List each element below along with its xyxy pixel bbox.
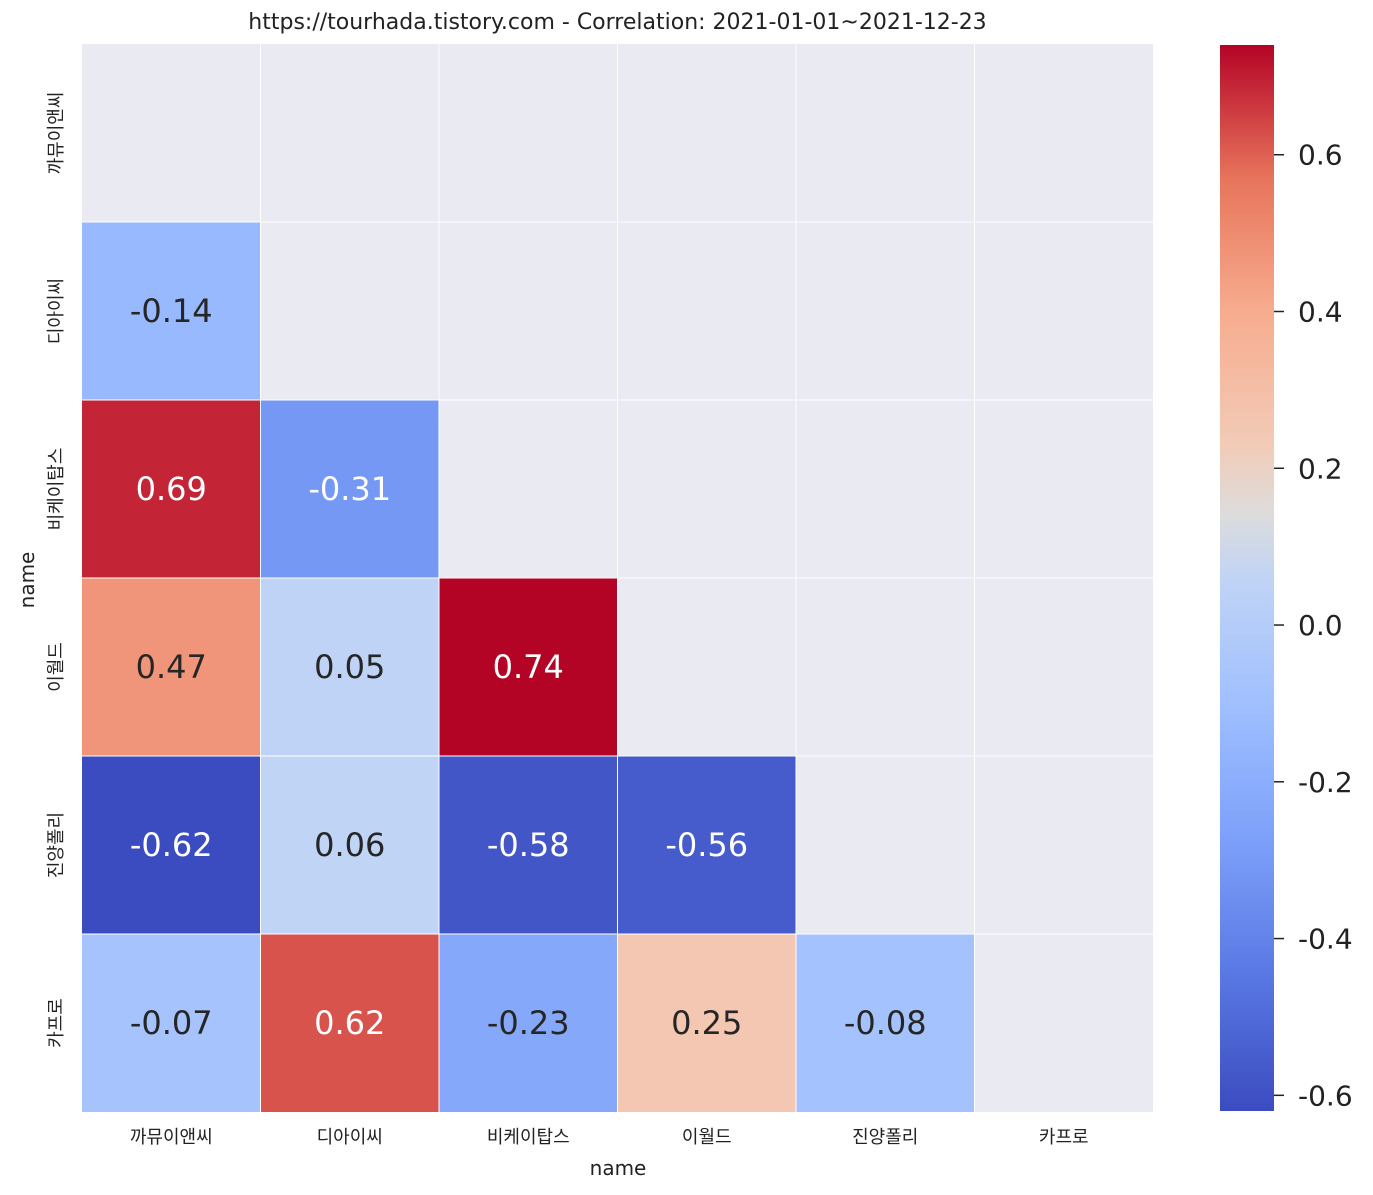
y-tick-label: 이월드 — [46, 642, 67, 692]
heatmap-cell — [82, 578, 261, 756]
y-tick-label: 까뮤이앤씨 — [46, 92, 67, 175]
x-axis-ticks: 까뮤이앤씨 디아이씨 비케이탑스 이월드 진양폴리 카프로 — [130, 1127, 1089, 1148]
cell-value-label: -0.58 — [487, 826, 570, 864]
heatmap-cell — [617, 934, 796, 1112]
cell-value-label: -0.23 — [487, 1004, 570, 1042]
cell-value-label: 0.06 — [314, 826, 385, 864]
cell-value-label: 0.47 — [136, 648, 207, 686]
cell-value-label: 0.62 — [314, 1004, 385, 1042]
x-tick-label: 카프로 — [1039, 1127, 1089, 1148]
x-tick-label: 진양폴리 — [852, 1127, 918, 1148]
cell-value-label: 0.74 — [493, 648, 564, 686]
grid-lines — [82, 44, 1153, 1112]
cell-value-label: -0.56 — [665, 826, 748, 864]
heatmap-cell — [260, 934, 439, 1112]
colorbar-tick-label: -0.2 — [1298, 766, 1353, 799]
cell-value-label: -0.31 — [308, 470, 391, 508]
y-tick-label: 디아이씨 — [46, 278, 67, 344]
x-axis-label: name — [590, 1156, 647, 1180]
colorbar-tick-label: 0.0 — [1298, 609, 1343, 642]
colorbar-ticks: 0.6 0.4 0.2 0.0 -0.2 -0.4 -0.6 — [1274, 139, 1353, 1112]
heatmap-cell — [796, 934, 975, 1112]
cell-value-label: 0.25 — [671, 1004, 742, 1042]
cell-value-label: -0.14 — [130, 292, 213, 330]
heatmap-cell — [439, 756, 618, 934]
cell-value-label: -0.62 — [130, 826, 213, 864]
heatmap-cell — [617, 756, 796, 934]
x-tick-label: 까뮤이앤씨 — [130, 1127, 213, 1148]
x-tick-label: 이월드 — [682, 1127, 732, 1148]
colorbar — [1220, 45, 1274, 1111]
cell-value-label: -0.07 — [130, 1004, 213, 1042]
x-tick-label: 디아이씨 — [317, 1127, 383, 1148]
cell-value-labels: -0.14 0.69 -0.31 0.47 0.05 0.74 -0.62 0.06 -0.58… — [130, 292, 927, 1042]
heatmap-cell — [82, 934, 261, 1112]
heatmap-cell — [82, 400, 261, 578]
y-tick-label: 카프로 — [46, 998, 67, 1048]
cell-value-label: 0.05 — [314, 648, 385, 686]
x-tick-label: 비케이탑스 — [487, 1127, 570, 1148]
heatmap-cell — [260, 400, 439, 578]
colorbar-tick-label: 0.2 — [1298, 452, 1343, 485]
heatmap-cell — [260, 756, 439, 934]
colorbar-tick-label: -0.6 — [1298, 1079, 1353, 1112]
heatmap-cell — [82, 756, 261, 934]
y-tick-label: 비케이탑스 — [46, 448, 67, 531]
y-tick-label: 진양폴리 — [46, 812, 67, 878]
colorbar-tick-label: -0.4 — [1298, 923, 1353, 956]
colorbar-tick-label: 0.4 — [1298, 296, 1343, 329]
y-axis-label: name — [15, 552, 39, 609]
heatmap-cell — [82, 222, 261, 400]
cell-value-label: 0.69 — [136, 470, 207, 508]
heatmap-cell — [439, 934, 618, 1112]
colorbar-tick-label: 0.6 — [1298, 139, 1343, 172]
cell-value-label: -0.08 — [844, 1004, 927, 1042]
chart-title: https://tourhada.tistory.com - Correlati… — [248, 10, 987, 35]
heatmap-cells — [82, 222, 975, 1112]
heatmap-cell — [439, 578, 618, 756]
heatmap-cell — [260, 578, 439, 756]
